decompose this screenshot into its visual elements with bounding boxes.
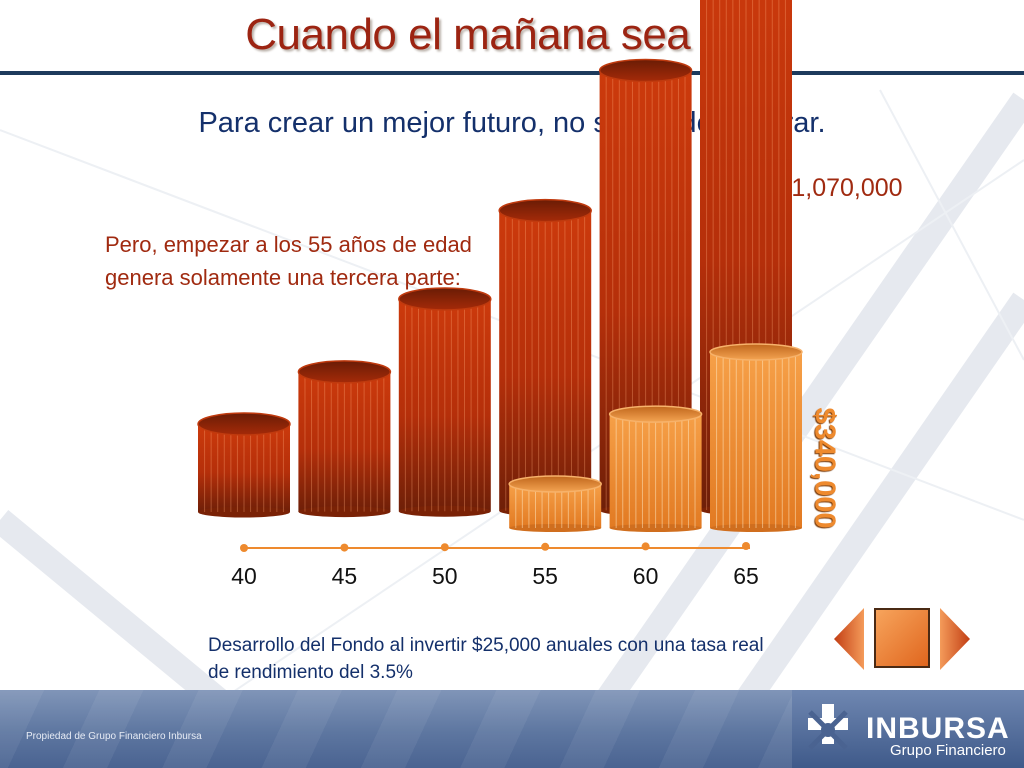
arrow-left-icon[interactable] bbox=[834, 608, 864, 670]
slide-navigation bbox=[834, 608, 974, 670]
axis-dot-65 bbox=[742, 542, 750, 550]
total-bar-45 bbox=[297, 360, 392, 518]
callout-note: Pero, empezar a los 55 años de edad gene… bbox=[105, 232, 472, 290]
brand-subtitle: Grupo Financiero bbox=[890, 742, 1006, 759]
brand-name: INBURSA bbox=[866, 712, 1010, 745]
axis-dot-40 bbox=[240, 544, 248, 552]
total-bar-40 bbox=[197, 412, 291, 518]
stop-square-icon[interactable] bbox=[874, 608, 930, 668]
title-divider bbox=[0, 71, 1024, 75]
top-series-end-label: $1,070,000 bbox=[777, 174, 903, 202]
tick-label-40: 40 bbox=[231, 563, 257, 589]
age-axis bbox=[240, 542, 750, 552]
inbursa-logo-icon bbox=[808, 704, 848, 750]
late-bar-55 bbox=[508, 475, 602, 532]
tick-label-45: 45 bbox=[331, 563, 358, 589]
chart-footnote: Desarrollo del Fondo al invertir $25,000… bbox=[208, 635, 764, 683]
late-bar-65 bbox=[709, 343, 803, 532]
total-savings-bars bbox=[197, 0, 792, 518]
arrow-right-icon[interactable] bbox=[940, 608, 970, 670]
total-bar-55 bbox=[498, 198, 592, 517]
axis-dot-50 bbox=[440, 543, 449, 552]
axis-dot-60 bbox=[641, 542, 650, 551]
title-text: Cuando el mañana sea bbox=[245, 10, 702, 59]
axis-dot-55 bbox=[541, 542, 550, 551]
tick-label-60: 60 bbox=[632, 563, 659, 589]
total-bar-50 bbox=[398, 287, 492, 517]
brand-logo: INBURSA Grupo Financiero bbox=[792, 690, 1024, 768]
late-bar-60 bbox=[608, 405, 703, 532]
tick-label-50: 50 bbox=[432, 563, 458, 589]
footer-credit: Propiedad de Grupo Financiero Inbursa bbox=[26, 731, 202, 742]
tick-label-55: 55 bbox=[532, 563, 558, 589]
tick-label-65: 65 bbox=[733, 563, 759, 589]
late-start-savings-bars bbox=[508, 343, 803, 532]
footer-bar: Propiedad de Grupo Financiero Inbursa IN… bbox=[0, 690, 1024, 768]
axis-dot-45 bbox=[340, 543, 349, 552]
